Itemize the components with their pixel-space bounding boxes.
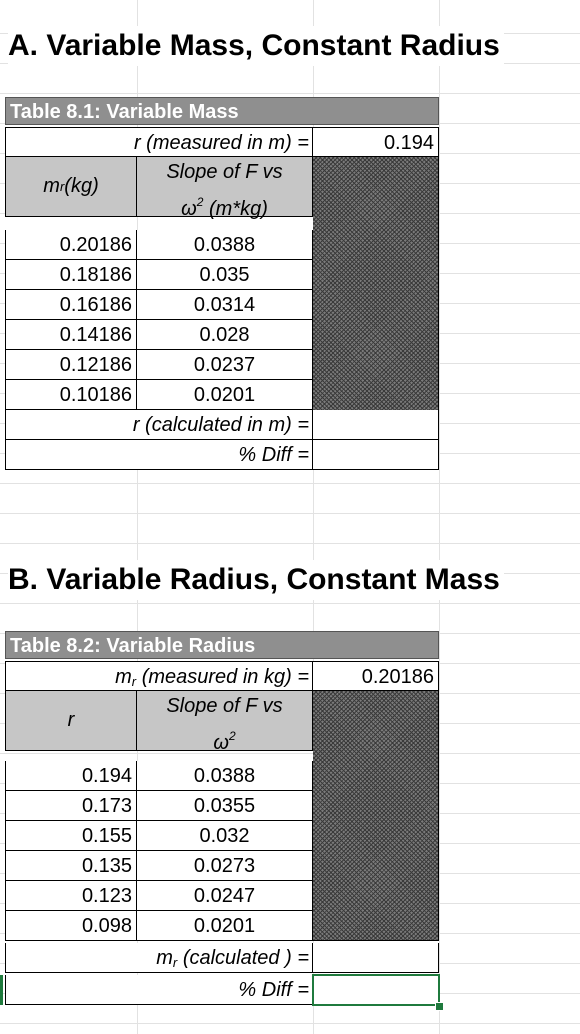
column-header-slope-b[interactable]: Slope of F vs ω2 — [137, 691, 313, 754]
calc-mass-subscript: r — [172, 955, 178, 970]
sectionB-col1-cell[interactable]: 0.173 — [5, 791, 137, 821]
sectionB-col2-cell[interactable]: 0.0355 — [137, 791, 313, 821]
percent-diff-label-b[interactable]: % Diff = — [5, 975, 313, 1005]
sectionB-col1-cell[interactable]: 0.098 — [5, 911, 137, 941]
calc-mass-text: (calculated ) = — [177, 947, 309, 969]
sectionB-col1-cell[interactable]: 0.123 — [5, 881, 137, 911]
table-8-2-shaded-block — [313, 691, 439, 941]
sectionA-col2-cell[interactable]: 0.028 — [137, 320, 313, 350]
sectionB-col1-cell[interactable]: 0.135 — [5, 851, 137, 881]
given-mass-value[interactable]: 0.20186 — [313, 661, 439, 691]
given-radius-label[interactable]: r (measured in m) = — [5, 127, 313, 157]
calc-mass-value[interactable] — [313, 943, 439, 973]
header-slope-unit: (m*kg) — [203, 198, 268, 220]
sectionB-col2-cell[interactable]: 0.0273 — [137, 851, 313, 881]
omega-superscript: 2 — [196, 195, 204, 209]
percent-diff-value-a[interactable] — [313, 440, 439, 470]
header-mass-subscript: r — [59, 179, 65, 194]
given-mass-symbol: m — [115, 666, 132, 688]
table-8-1-calc-row: r (calculated in m) = — [5, 410, 439, 440]
section-b-heading: B. Variable Radius, Constant Mass — [8, 560, 504, 600]
sectionA-col2-cell[interactable]: 0.0237 — [137, 350, 313, 380]
percent-diff-label-a[interactable]: % Diff = — [5, 440, 313, 470]
column-header-radius[interactable]: r — [5, 691, 137, 751]
sectionB-col1-cell[interactable]: 0.194 — [5, 761, 137, 791]
header-slope-b-line2: ω2 — [137, 721, 312, 758]
header-slope-line2: ω2 (m*kg) — [137, 187, 312, 224]
table-8-1-given-row: r (measured in m) = 0.194 — [5, 127, 439, 157]
calc-mass-label[interactable]: mr (calculated ) = — [5, 943, 313, 973]
sectionA-col1-cell[interactable]: 0.10186 — [5, 380, 137, 410]
fill-handle[interactable] — [435, 1002, 444, 1011]
active-cell-selection[interactable] — [312, 974, 440, 1006]
header-slope-line1: Slope of F vs — [166, 161, 283, 183]
given-mass-label[interactable]: mr (measured in kg) = — [5, 661, 313, 691]
sectionB-col2-cell[interactable]: 0.0247 — [137, 881, 313, 911]
table-8-2-given-row: mr (measured in kg) = 0.20186 — [5, 661, 439, 691]
sectionA-col2-cell[interactable]: 0.035 — [137, 260, 313, 290]
header-radius-symbol: r — [67, 709, 75, 731]
sectionA-col1-cell[interactable]: 0.12186 — [5, 350, 137, 380]
table-8-2-body: 0.194 0.0388 0.173 0.0355 0.155 0.032 0.135 0.0… — [5, 761, 313, 941]
sectionA-col1-cell[interactable]: 0.20186 — [5, 230, 137, 260]
given-mass-text: (measured in kg) = — [136, 666, 309, 688]
sectionA-col2-cell[interactable]: 0.0388 — [137, 230, 313, 260]
table-8-2-header: r Slope of F vs ω2 — [5, 691, 439, 754]
sectionA-col1-cell[interactable]: 0.14186 — [5, 320, 137, 350]
table-8-1-diff-row: % Diff = — [5, 440, 439, 470]
given-radius-value[interactable]: 0.194 — [313, 127, 439, 157]
sectionA-col2-cell[interactable]: 0.0201 — [137, 380, 313, 410]
table-8-1-shaded-block — [313, 157, 439, 411]
table-8-1-body: 0.20186 0.0388 0.18186 0.035 0.16186 0.0314 0.… — [5, 230, 313, 410]
sectionB-col2-cell[interactable]: 0.0201 — [137, 911, 313, 941]
sectionA-col1-cell[interactable]: 0.18186 — [5, 260, 137, 290]
table-8-2-calc-row: mr (calculated ) = — [5, 943, 439, 973]
sectionA-col2-cell[interactable]: 0.0314 — [137, 290, 313, 320]
omega-superscript-b: 2 — [228, 729, 236, 743]
omega-symbol: ω — [181, 198, 197, 220]
row-selection-indicator — [0, 975, 3, 1005]
calc-radius-label[interactable]: r (calculated in m) = — [5, 410, 313, 440]
header-mass-symbol: m — [43, 175, 60, 197]
calc-radius-value[interactable] — [313, 410, 439, 440]
sectionA-col1-cell[interactable]: 0.16186 — [5, 290, 137, 320]
sectionB-col2-cell[interactable]: 0.0388 — [137, 761, 313, 791]
header-slope-b-line1: Slope of F vs — [166, 695, 283, 717]
omega-symbol-b: ω — [213, 732, 229, 754]
calc-mass-symbol: m — [156, 947, 173, 969]
column-header-slope[interactable]: Slope of F vs ω2 (m*kg) — [137, 157, 313, 220]
header-mass-unit: (kg) — [64, 175, 99, 197]
section-a-heading: A. Variable Mass, Constant Radius — [8, 26, 504, 66]
sectionB-col2-cell[interactable]: 0.032 — [137, 821, 313, 851]
table-8-1-title[interactable]: Table 8.1: Variable Mass — [5, 97, 439, 125]
table-8-2-title[interactable]: Table 8.2: Variable Radius — [5, 631, 439, 659]
sectionB-col1-cell[interactable]: 0.155 — [5, 821, 137, 851]
given-mass-subscript: r — [131, 674, 137, 689]
